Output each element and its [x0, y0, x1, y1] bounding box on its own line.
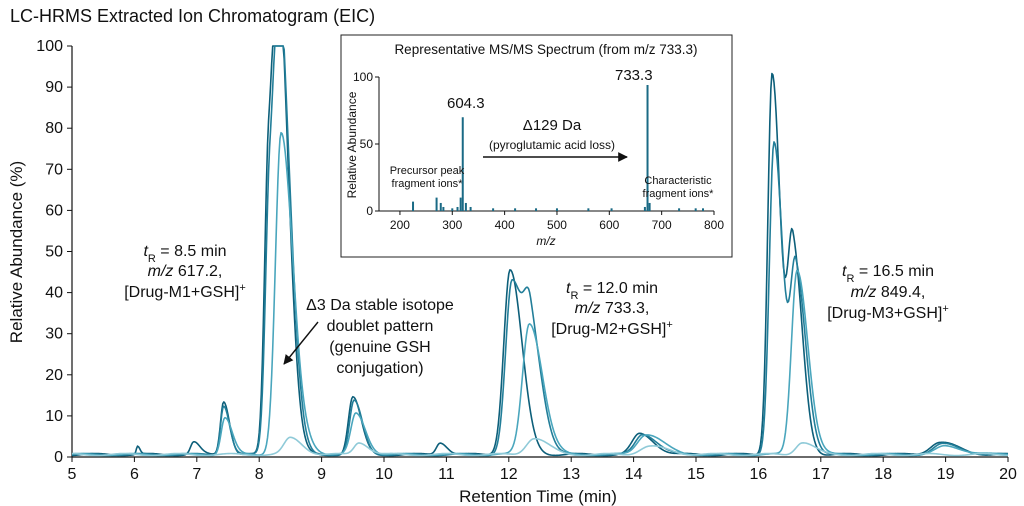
isotope-annotation: Δ3 Da stable isotope doublet pattern (ge… — [283, 297, 454, 377]
x-tick-label: 14 — [625, 466, 643, 483]
peak1-adduct-label: [Drug-M1+GSH]+ — [124, 282, 246, 301]
peak2-adduct-label: [Drug-M2+GSH]+ — [551, 319, 673, 338]
inset-y-tick-label: 50 — [360, 137, 374, 151]
x-tick-label: 11 — [438, 466, 455, 483]
inset-x-tick-label: 400 — [495, 218, 515, 232]
inset-x-tick-label: 800 — [704, 218, 724, 232]
inset-x-tick-label: 600 — [599, 218, 619, 232]
peak2-annotation: tR = 12.0 min m/z 733.3, [Drug-M2+GSH]+ — [551, 280, 673, 338]
inset-y-tick-label: 100 — [353, 70, 373, 84]
x-tick-label: 5 — [68, 466, 77, 483]
inset-x-tick-label: 200 — [390, 218, 410, 232]
isotope-line-4: conjugation) — [336, 360, 423, 377]
x-tick-label: 7 — [192, 466, 201, 483]
peak1-rt-label: tR = 8.5 min — [143, 243, 226, 265]
x-tick-label: 20 — [999, 466, 1017, 483]
x-tick-label: 10 — [375, 466, 393, 483]
y-tick-label: 10 — [45, 408, 63, 425]
isotope-line-2: doublet pattern — [327, 318, 434, 335]
peak2-mz-label: m/z 733.3, — [575, 300, 650, 317]
inset-x-tick-label: 300 — [442, 218, 462, 232]
inset-x-tick-label: 500 — [547, 218, 567, 232]
trace-series-4 — [71, 436, 1009, 457]
inset-y-tick-label: 0 — [366, 204, 373, 218]
main-traces — [71, 45, 1009, 457]
delta-sublabel: (pyroglutamic acid loss) — [489, 138, 615, 152]
x-tick-label: 17 — [812, 466, 830, 483]
inset-title: Representative MS/MS Spectrum (from m/z … — [394, 42, 697, 57]
y-tick-label: 90 — [45, 79, 63, 96]
isotope-line-1: Δ3 Da stable isotope — [306, 297, 454, 314]
isotope-line-3: (genuine GSH — [329, 339, 430, 356]
isotope-arrow — [283, 321, 319, 365]
y-axis-title: Relative Abundance (%) — [7, 161, 26, 343]
inset-peak-733-label: 733.3 — [615, 67, 653, 84]
peak1-mz-label: m/z 617.2, — [148, 263, 223, 280]
y-tick-label: 40 — [45, 285, 63, 302]
x-tick-label: 15 — [687, 466, 705, 483]
peak3-annotation: tR = 16.5 min m/z 849.4, [Drug-M3+GSH]+ — [827, 263, 949, 322]
msms-inset: Representative MS/MS Spectrum (from m/z … — [340, 34, 733, 258]
inset-axes: 200 300 400 500 600 700 800 0 50 100 — [353, 70, 724, 232]
x-tick-label: 12 — [500, 466, 518, 483]
left-note-line-1: Precursor peak — [390, 165, 465, 177]
x-tick-label: 16 — [750, 466, 768, 483]
peak3-rt-label: tR = 16.5 min — [842, 263, 934, 285]
y-tick-label: 60 — [45, 202, 63, 219]
inset-peak-604-label: 604.3 — [447, 95, 485, 112]
x-tick-label: 13 — [562, 466, 580, 483]
x-tick-label: 6 — [130, 466, 139, 483]
x-tick-label: 8 — [255, 466, 264, 483]
inset-frame — [340, 34, 733, 258]
x-tick-label: 18 — [874, 466, 892, 483]
y-tick-label: 100 — [36, 38, 63, 55]
peak2-rt-label: tR = 12.0 min — [566, 280, 658, 302]
inset-bars — [412, 85, 705, 211]
y-tick-label: 30 — [45, 326, 63, 343]
right-note-line-1: Characteristic — [644, 175, 712, 187]
chart-title: LC-HRMS Extracted Ion Chromatogram (EIC) — [10, 6, 375, 26]
x-tick-label: 19 — [937, 466, 955, 483]
y-tick-label: 80 — [45, 120, 63, 137]
inset-y-title: Relative Abundance — [345, 91, 359, 198]
inset-x-title: m/z — [536, 234, 555, 248]
peak3-adduct-label: [Drug-M3+GSH]+ — [827, 303, 949, 322]
left-note-line-2: fragment ions* — [392, 178, 464, 190]
y-tick-label: 0 — [54, 449, 63, 466]
y-tick-label: 70 — [45, 161, 63, 178]
delta-label: Δ129 Da — [523, 117, 582, 134]
main-axes: 5 6 7 8 9 10 11 12 13 14 15 16 17 18 19 200102030405060… — [36, 38, 1017, 483]
right-note-line-2: fragment ions* — [643, 188, 715, 200]
y-tick-label: 20 — [45, 367, 63, 384]
trace-series-2 — [71, 45, 1009, 457]
y-tick-label: 50 — [45, 244, 63, 261]
peak1-annotation: tR = 8.5 min m/z 617.2, [Drug-M1+GSH]+ — [124, 243, 246, 301]
inset-x-tick-label: 700 — [652, 218, 672, 232]
x-tick-label: 9 — [317, 466, 326, 483]
peak3-mz-label: m/z 849.4, — [851, 284, 926, 301]
x-axis-title: Retention Time (min) — [459, 487, 617, 506]
